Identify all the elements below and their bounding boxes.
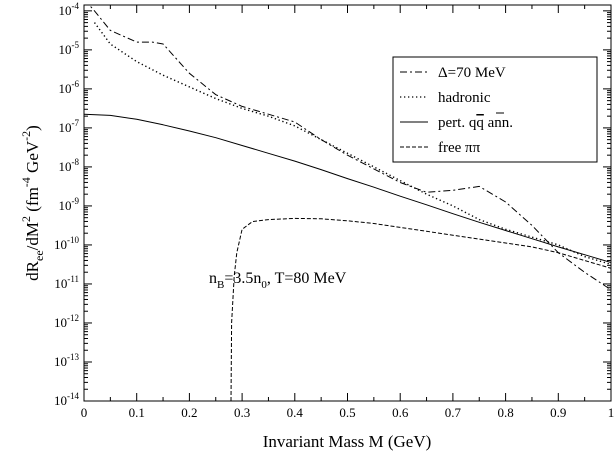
y-tick-label: 10-11 <box>54 274 79 291</box>
x-axis-ticks: 0 0.1 0.2 0.3 0.4 0.5 0.6 0.7 0.8 0.9 1 <box>81 5 614 420</box>
y-axis-ticks: 10-14 10-13 10-12 10-11 10-10 10-9 10-8 10-7 10-… <box>54 1 611 408</box>
series-line-1 <box>93 22 611 266</box>
x-tick-label: 0.5 <box>339 405 355 420</box>
legend: Δ=70 MeV hadronic pert. qq ann. free ππ <box>392 56 598 163</box>
y-tick-label: 10-14 <box>54 391 79 408</box>
x-tick-label: 0.1 <box>129 405 145 420</box>
series-layer <box>84 5 611 401</box>
x-tick-label: 0.9 <box>550 405 566 420</box>
y-tick-label: 10-5 <box>59 40 80 57</box>
x-axis-label: Invariant Mass M (GeV) <box>263 432 432 451</box>
x-tick-label: 0.8 <box>497 405 513 420</box>
series-line-0 <box>88 5 611 291</box>
y-tick-label: 10-4 <box>59 1 80 18</box>
legend-label-delta: Δ=70 MeV <box>438 65 506 81</box>
legend-label-free: free ππ <box>438 140 481 156</box>
y-tick-label: 10-13 <box>54 352 79 369</box>
x-tick-label: 0 <box>81 405 88 420</box>
y-tick-label: 10-8 <box>59 157 80 174</box>
legend-label-pert: pert. qq ann. <box>438 115 513 131</box>
y-tick-label: 10-10 <box>54 235 79 252</box>
y-axis-label: dRee/dM2 (fm-4 GeV-2) <box>19 125 46 281</box>
y-tick-label: 10-9 <box>59 196 80 213</box>
x-tick-label: 0.7 <box>445 405 462 420</box>
x-tick-label: 0.4 <box>287 405 304 420</box>
legend-label-hadronic: hadronic <box>438 90 491 106</box>
y-tick-label: 10-7 <box>59 118 80 135</box>
condition-annotation: nB=3.5n0, T=80 MeV <box>209 270 347 291</box>
y-tick-label: 10-6 <box>59 79 80 96</box>
x-tick-label: 0.3 <box>234 405 250 420</box>
x-tick-label: 1 <box>608 405 614 420</box>
x-tick-label: 0.6 <box>392 405 409 420</box>
series-line-2 <box>84 113 611 263</box>
legend-box <box>392 56 598 163</box>
x-tick-label: 0.2 <box>181 405 197 420</box>
series-line-3 <box>230 217 611 401</box>
y-tick-label: 10-12 <box>54 313 79 330</box>
